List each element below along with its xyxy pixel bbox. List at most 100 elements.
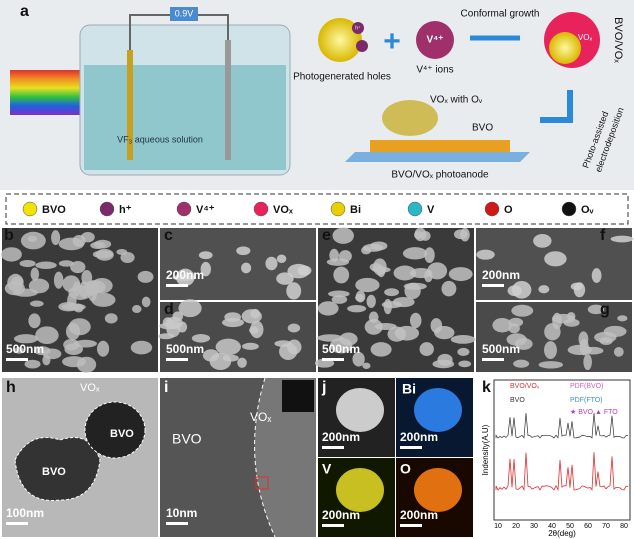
grain [424,247,435,264]
label: BVO [172,431,202,447]
grain [241,309,262,324]
legend-label: PDF(FTO) [570,397,603,404]
grain [393,265,417,281]
grain [414,227,427,242]
x-tick-label: 70 [602,523,610,530]
grain [613,346,624,357]
x-tick-label: 80 [620,523,628,530]
grain [242,342,259,350]
grain [76,356,97,373]
grain [61,303,86,311]
legend-label: Bi [350,204,361,216]
plus: + [383,25,401,58]
grain [130,340,153,355]
grain [511,304,534,317]
grain [172,311,184,322]
grain [104,313,118,324]
v4-ion [416,21,454,59]
grain [58,237,85,251]
grain [90,241,106,250]
grain [544,251,567,267]
grain [392,296,415,308]
scale-label: 200nm [322,508,360,522]
grain [221,318,244,328]
grain [176,268,195,287]
grain [28,313,41,329]
grain [492,317,512,333]
grain [437,353,453,366]
holes-label: Photogenerated holes [293,72,391,83]
particle [84,401,146,459]
grain [567,344,593,355]
label: VOₓ [250,410,271,424]
grain [450,335,476,344]
core [549,32,581,64]
grain [457,347,470,356]
grain [403,282,427,290]
grain [591,268,602,283]
grain [198,251,213,260]
element: O [400,461,411,477]
legend-swatch [561,201,577,217]
photoanode-label: BVO/VOₓ photoanode [391,170,489,181]
grain [434,326,455,340]
grain [441,280,457,297]
scale-bar [400,524,422,527]
grain [24,359,41,369]
grain [427,262,448,280]
grain [333,266,350,284]
voltage: 0.9V [175,8,194,18]
grain [200,261,211,277]
scale-bar [400,446,422,449]
plot-frame [493,379,631,521]
grain [458,360,472,368]
grain [14,346,24,354]
legend-swatch [22,201,38,217]
grain [326,258,350,266]
grain [68,318,91,336]
xrd-trace [495,452,629,492]
grain [402,247,428,260]
grain [241,262,252,274]
map-particle [414,468,462,512]
scale-bar [322,358,344,361]
grain [68,285,93,300]
grain [366,294,376,308]
panel-letter: f [600,227,606,244]
legend-label: Oᵥ [581,204,595,216]
label: VOₓ [80,382,100,394]
fft [282,380,314,412]
legend-label: V⁴⁺ [196,204,215,216]
grain [394,325,420,341]
grain [276,272,294,285]
grain [328,290,350,298]
panel-letter: c [164,227,173,244]
element: Bi [402,381,416,397]
scale-bar [322,446,344,449]
scale-bar [482,284,504,287]
grain [329,337,353,354]
hole [352,22,364,34]
legend-label: O [504,204,513,216]
electrode [225,40,231,160]
grain [191,333,211,343]
grain [237,357,247,368]
scale-label: 200nm [322,430,360,444]
grain [215,338,241,356]
grain [371,266,391,273]
legend-label: PDF(BVO) [570,383,603,390]
legend-box [5,193,629,225]
panel-letter: d [164,301,174,318]
legend-swatch [176,201,192,217]
x-tick-label: 20 [512,523,520,530]
grain [29,300,44,307]
x-tick-label: 10 [494,523,502,530]
grain [511,281,532,299]
panel-letter: j [321,379,326,396]
particle [14,437,101,501]
map-particle [336,388,384,432]
scale-bar [6,522,28,525]
vox-label: VOₓ [578,33,593,42]
grain [58,260,74,267]
x-label: 2θ(deg) [548,529,576,538]
